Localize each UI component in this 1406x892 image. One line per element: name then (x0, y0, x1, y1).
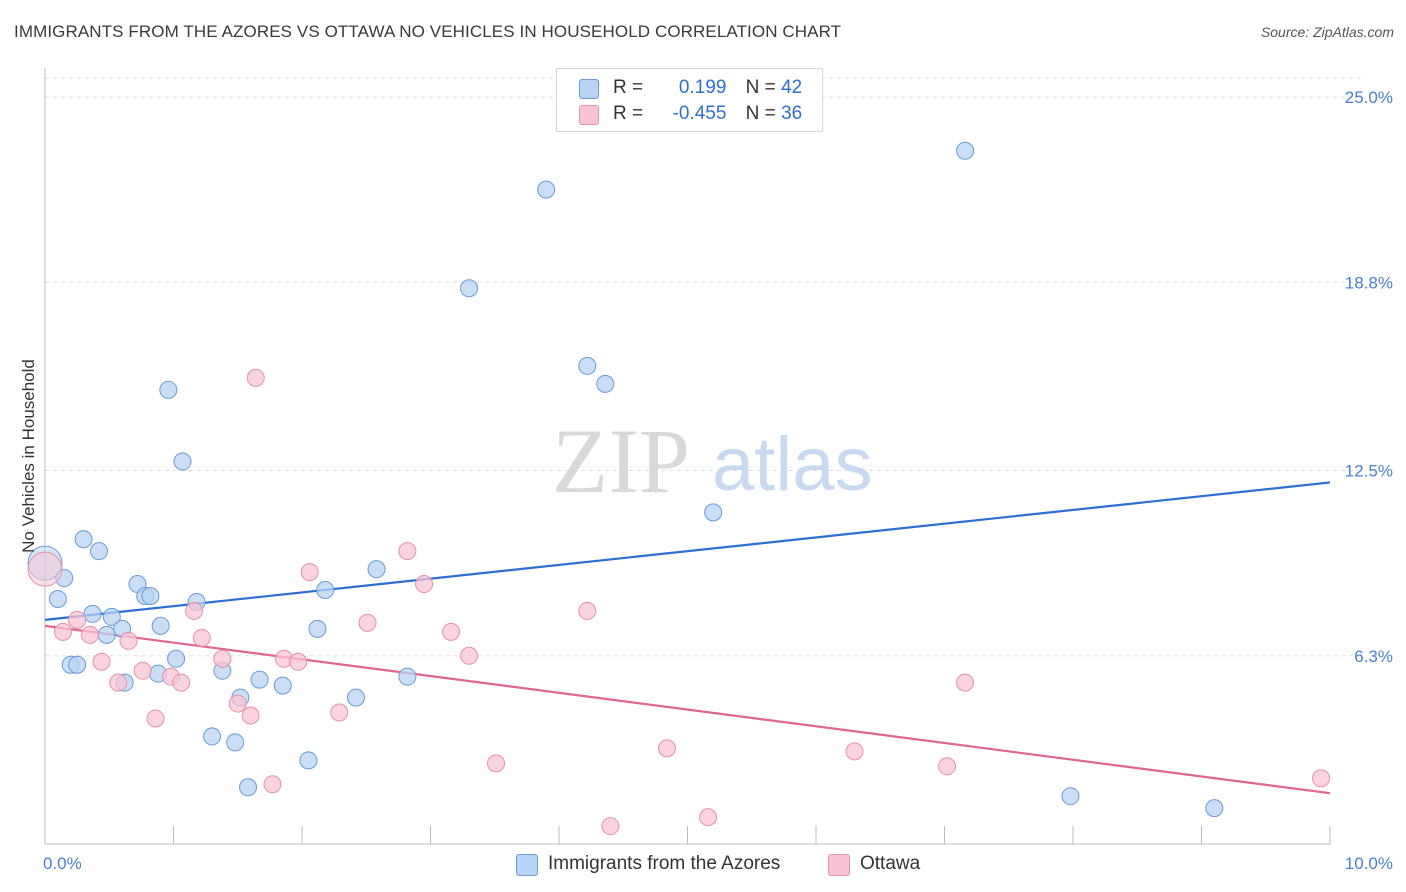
legend-r-value: -0.455 (672, 103, 727, 124)
data-point-azores (308, 619, 327, 638)
data-point-azores (596, 374, 615, 393)
legend-swatch-ottawa (579, 105, 599, 125)
trend-line-ottawa (44, 624, 1331, 795)
data-point-azores (74, 530, 93, 549)
data-point-azores (68, 655, 87, 674)
data-point-azores (141, 586, 160, 605)
data-point-ottawa (228, 694, 247, 713)
data-point-azores (203, 727, 222, 746)
trend-line-azores (44, 481, 1331, 621)
data-point-ottawa (300, 563, 319, 582)
legend-swatch-azores (579, 79, 599, 99)
legend-r-value: 0.199 (678, 77, 727, 98)
data-point-ottawa (133, 661, 152, 680)
watermark-zip: ZIP (552, 410, 690, 512)
data-point-ottawa (263, 775, 282, 794)
data-point-ottawa (246, 368, 265, 387)
watermark-atlas: atlas (712, 422, 873, 507)
data-point-azores (151, 616, 170, 635)
data-point-azores (173, 452, 192, 471)
legend-r-label: R = (613, 103, 644, 124)
data-point-azores (537, 180, 556, 199)
data-point-azores (1205, 799, 1224, 818)
source-label: Source: ZipAtlas.com (1260, 24, 1394, 40)
data-point-azores (316, 581, 335, 600)
data-point-ottawa (442, 622, 461, 641)
data-point-ottawa (398, 542, 417, 561)
x-tick-label: 10.0% (1345, 854, 1393, 873)
data-point-azores (97, 625, 116, 644)
trend-lines (44, 481, 1331, 795)
y-tick-label: 12.5% (1345, 462, 1393, 481)
data-point-ottawa (109, 673, 128, 692)
x-tick-label: 0.0% (43, 854, 82, 873)
bottom-legend-label-azores: Immigrants from the Azores (548, 853, 781, 874)
data-point-ottawa (956, 673, 975, 692)
data-point-ottawa (330, 703, 349, 722)
legend-n-label: N = (745, 103, 776, 124)
data-point-azores (273, 676, 292, 695)
grid-lines (45, 77, 1365, 657)
data-point-ottawa (53, 622, 72, 641)
data-point-ottawa (289, 652, 308, 671)
data-point-azores (956, 141, 975, 160)
legend-n-label: N = (745, 77, 776, 98)
data-point-azores (83, 604, 102, 623)
data-point-ottawa (657, 739, 676, 758)
bottom-legend-swatch-ottawa (828, 854, 850, 876)
chart-title: IMMIGRANTS FROM THE AZORES VS OTTAWA NO … (14, 22, 842, 41)
data-point-azores (460, 279, 479, 298)
data-point-ottawa (192, 628, 211, 647)
legend-r-label: R = (613, 77, 644, 98)
data-point-azores (704, 503, 723, 522)
data-points (27, 141, 1331, 836)
y-axis-label: No Vehicles in Household (19, 359, 38, 553)
data-point-ottawa (185, 601, 204, 620)
data-point-ottawa (487, 754, 506, 773)
data-point-ottawa (358, 613, 377, 632)
data-point-azores (102, 607, 121, 626)
data-point-azores (226, 733, 245, 752)
data-point-azores (398, 667, 417, 686)
data-point-ottawa (578, 601, 597, 620)
data-point-azores (299, 751, 318, 770)
data-point-azores (48, 589, 67, 608)
data-point-ottawa (415, 575, 434, 594)
tick-labels: 6.3% 12.5% 18.8% 25.0% 0.0% 10.0% (43, 88, 1393, 873)
axes (44, 68, 1331, 845)
data-point-ottawa (80, 625, 99, 644)
data-point-ottawa (699, 808, 718, 827)
data-point-azores (250, 670, 269, 689)
data-point-ottawa (146, 709, 165, 728)
data-point-azores (1061, 787, 1080, 806)
data-point-azores (578, 356, 597, 375)
data-point-ottawa (241, 706, 260, 725)
data-point-ottawa (1312, 769, 1331, 788)
data-point-azores (239, 778, 258, 797)
bottom-legend-label-ottawa: Ottawa (860, 853, 921, 874)
data-point-azores (367, 560, 386, 579)
data-point-ottawa (938, 757, 957, 776)
data-point-ottawa (213, 649, 232, 668)
data-point-ottawa (172, 673, 191, 692)
data-point-azores (159, 380, 178, 399)
y-tick-label: 18.8% (1345, 273, 1393, 292)
legend-n-value: 36 (781, 103, 803, 124)
data-point-azores (167, 649, 186, 668)
y-tick-label: 25.0% (1345, 88, 1393, 107)
data-point-ottawa (119, 631, 138, 650)
legend: R = 0.199 N = 42 R = -0.455 N = 36 (556, 68, 823, 132)
data-point-ottawa (27, 551, 63, 587)
data-point-azores (89, 542, 108, 561)
bottom-legend-swatch-azores (516, 854, 538, 876)
data-point-ottawa (845, 742, 864, 761)
data-point-azores (346, 688, 365, 707)
data-point-ottawa (68, 610, 87, 629)
legend-n-value: 42 (781, 77, 803, 98)
data-point-ottawa (92, 652, 111, 671)
y-tick-label: 6.3% (1354, 647, 1393, 666)
data-point-ottawa (601, 817, 620, 836)
data-point-ottawa (460, 646, 479, 665)
